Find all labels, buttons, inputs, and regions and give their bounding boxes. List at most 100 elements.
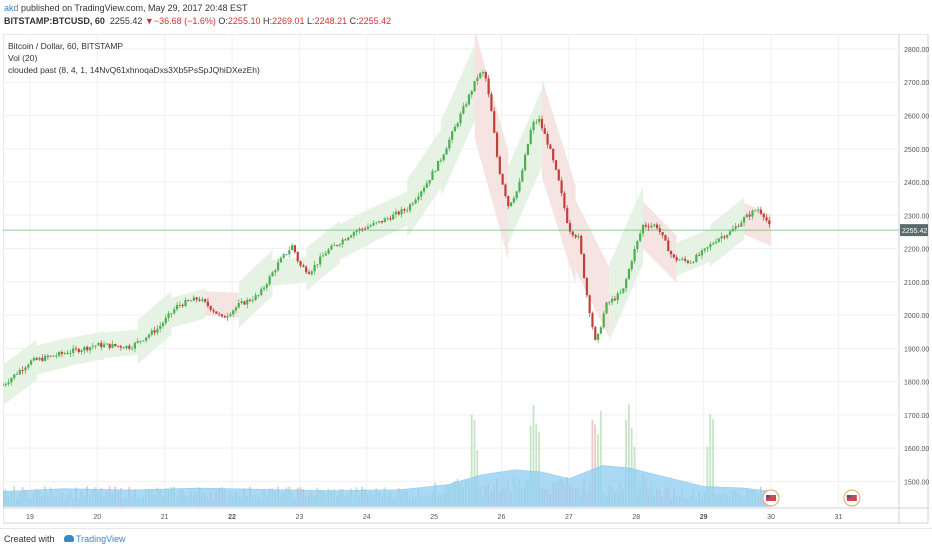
y-tick-label: 1900.00 (904, 346, 929, 353)
candle-body (55, 355, 58, 357)
candle-body (476, 77, 479, 81)
candle-body (484, 71, 487, 79)
candle-body (588, 295, 591, 314)
y-tick-label: 2000.00 (904, 313, 929, 320)
candle-body (431, 171, 434, 181)
candle-body (703, 248, 706, 251)
ohlc-line: BITSTAMP:BTCUSD, 60 2255.42 ▼−36.68 (−1.… (4, 16, 391, 26)
candle-body (111, 343, 114, 348)
candle-body (195, 297, 198, 300)
candle-body (501, 173, 504, 185)
candle-body (655, 224, 659, 229)
candle-body (543, 128, 546, 134)
author-link[interactable]: akd (4, 3, 19, 13)
candle-body (754, 210, 757, 212)
candle-body (602, 313, 605, 328)
candle-body (248, 299, 252, 301)
candle-body (327, 249, 330, 254)
cloud-band (744, 202, 771, 246)
event-flag-stripe (766, 495, 776, 501)
candle-body (369, 225, 372, 227)
y-tick-label: 2500.00 (904, 147, 929, 154)
candle-body (321, 255, 325, 257)
candle-body (535, 121, 538, 123)
last-price-label: 2255.42 (902, 228, 927, 235)
candle-body (439, 160, 442, 161)
candle-body (568, 222, 572, 232)
x-tick-label: 25 (430, 514, 438, 521)
candle-body (493, 111, 496, 133)
candle-body (29, 360, 33, 365)
candle-body (675, 257, 678, 261)
candle-body (279, 257, 282, 263)
candle-body (566, 208, 569, 223)
y-tick-label: 2800.00 (904, 47, 929, 54)
candle-body (495, 132, 499, 157)
low-value: 2248.21 (314, 16, 348, 26)
volume-bar (594, 424, 597, 507)
cloud-band (609, 186, 643, 342)
candle-body (108, 343, 111, 348)
candle-body (751, 210, 754, 217)
event-flag-stripe (846, 495, 857, 501)
candle-body (122, 347, 125, 349)
candle-body (647, 226, 650, 228)
candle-body (262, 287, 266, 289)
y-tick-label: 1700.00 (904, 413, 929, 420)
candle-body (557, 169, 560, 181)
candle-body (223, 316, 226, 318)
cloud-band (676, 228, 711, 276)
candle-body (448, 139, 451, 149)
close-value: 2255.42 (358, 16, 392, 26)
candle-body (509, 202, 513, 207)
candle-body (237, 303, 240, 308)
candle-body (737, 226, 740, 228)
chart-legend: Bitcoin / Dollar, 60, BITSTAMP Vol (20) … (8, 40, 260, 76)
candle-body (276, 262, 280, 271)
publish-line: akd published on TradingView.com, May 29… (4, 3, 248, 13)
cloud-band (440, 45, 475, 197)
candle-body (293, 245, 297, 253)
price-chart[interactable]: 2800.00 2700.00 2600.00 2500.00 2400.00 2300.… (3, 34, 929, 524)
candle-body (86, 346, 89, 351)
candle-body (400, 209, 403, 215)
candle-body (80, 350, 83, 353)
candle-body (756, 209, 760, 211)
candle-body (27, 364, 30, 368)
candle-body (695, 254, 698, 262)
candle-body (487, 78, 490, 95)
candle-body (21, 370, 24, 371)
candle-body (355, 230, 358, 233)
candle-body (344, 239, 347, 241)
candle-body (102, 344, 106, 348)
legend-title: Bitcoin / Dollar, 60, BITSTAMP (8, 41, 124, 51)
volume-bar (591, 419, 594, 507)
candle-body (549, 144, 552, 149)
candle-body (456, 123, 459, 127)
candle-body (285, 254, 288, 256)
candle-body (100, 342, 103, 348)
candle-body (425, 183, 428, 188)
candle-body (386, 218, 389, 220)
cloud-band (474, 34, 509, 260)
y-tick-label: 1600.00 (904, 446, 929, 453)
candle-body (4, 383, 7, 385)
candle-body (698, 254, 701, 256)
y-tick-label: 1500.00 (904, 479, 929, 486)
legend-volume: Vol (20) (8, 53, 38, 63)
candle-body (184, 300, 187, 307)
candle-body (324, 253, 327, 256)
candle-body (204, 299, 207, 302)
candle-body (74, 348, 78, 350)
candle-body (479, 73, 482, 78)
candle-body (131, 348, 134, 350)
candle-body (582, 253, 586, 278)
tradingview-link[interactable]: TradingView (64, 534, 126, 544)
y-tick-label: 1800.00 (904, 380, 929, 387)
candle-body (218, 313, 221, 315)
candle-body (189, 300, 193, 302)
chart-frame[interactable]: 2800.00 2700.00 2600.00 2500.00 2400.00 2300.… (3, 34, 929, 524)
candle-body (268, 276, 271, 285)
price-change: −36.68 (−1.6%) (153, 16, 216, 26)
y-tick-label: 2700.00 (904, 80, 929, 87)
